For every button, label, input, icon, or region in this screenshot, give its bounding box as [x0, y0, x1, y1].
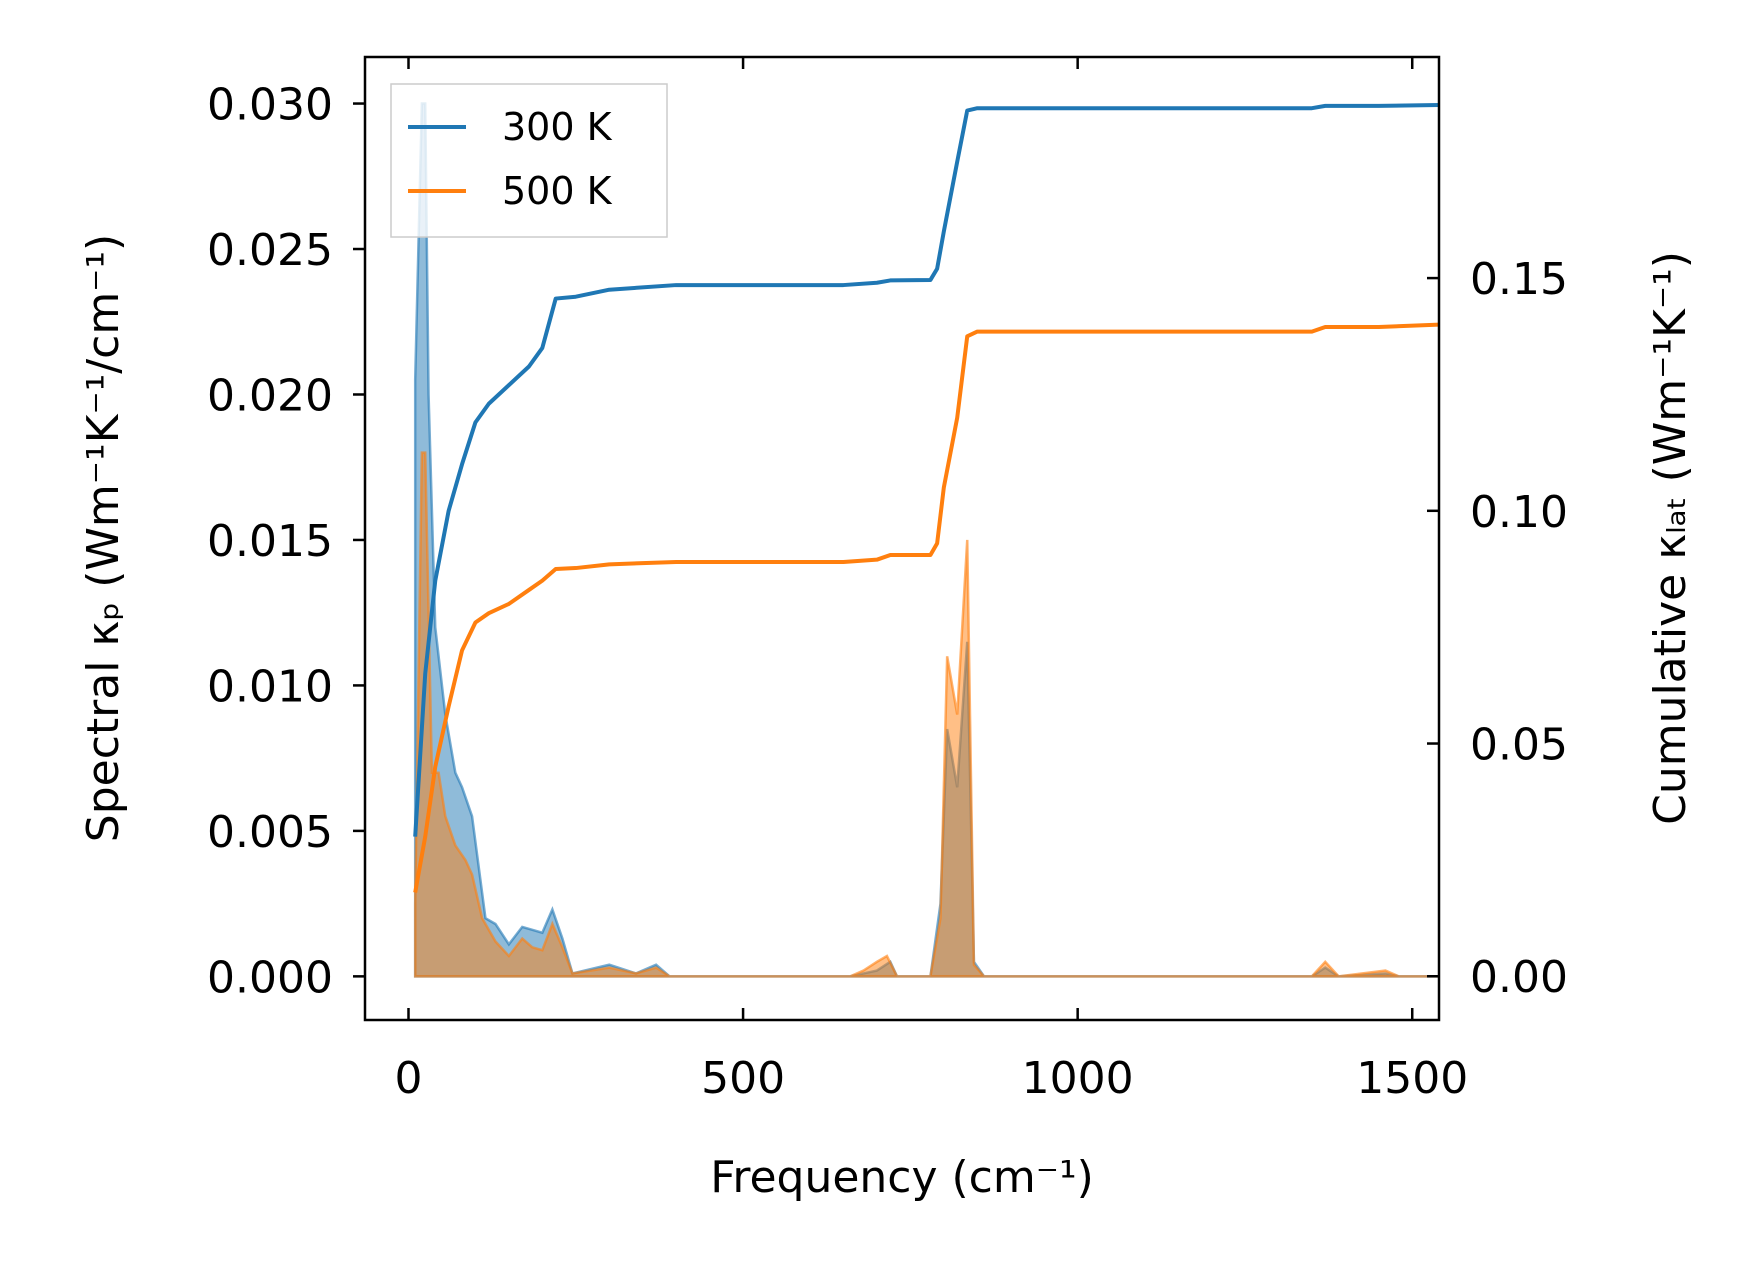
cumulative-lines: [413, 102, 1440, 893]
legend-label-300k: 300 K: [502, 105, 613, 149]
y-tick-label-right: 0.10: [1470, 487, 1568, 538]
y-tick-label-left: 0.020: [207, 370, 333, 421]
y-tick-label-left: 0.010: [207, 661, 333, 712]
spectral-fills: [413, 102, 1439, 978]
y-tick-label-left: 0.030: [207, 80, 333, 131]
axis-ticks: [353, 57, 1439, 1020]
plot-frame: [363, 55, 1441, 1022]
cumulative-line-500k: [413, 322, 1440, 893]
y-tick-label-right: 0.15: [1470, 254, 1568, 305]
y-axis-title-left: Spectral κₚ (Wm⁻¹K⁻¹/cm⁻¹): [78, 234, 129, 842]
tick-labels: 0 500 1000 1500 0.000 0.005 0.010 0.015 0.020 0.0…: [207, 80, 1568, 1104]
cumulative-line-300k: [413, 102, 1440, 837]
y-tick-label-right: 0.05: [1470, 720, 1568, 771]
y-tick-label-left: 0.025: [207, 225, 333, 276]
x-tick-label: 500: [701, 1053, 785, 1104]
legend-frame: [390, 83, 668, 238]
y-tick-label-right: 0.00: [1470, 952, 1568, 1003]
y-tick-label-left: 0.015: [207, 516, 333, 567]
spectral-area-500k: [413, 451, 1439, 978]
x-tick-label: 0: [394, 1053, 422, 1104]
legend-label-500k: 500 K: [502, 169, 613, 213]
x-tick-label: 1000: [1022, 1053, 1134, 1104]
y-tick-label-left: 0.005: [207, 807, 333, 858]
legend: 300 K 500 K: [390, 83, 668, 238]
y-tick-label-left: 0.000: [207, 952, 333, 1003]
x-axis-title: Frequency (cm⁻¹): [710, 1152, 1094, 1203]
y-axis-title-right: Cumulative κₗₐₜ (Wm⁻¹K⁻¹): [1645, 251, 1696, 825]
x-tick-label: 1500: [1356, 1053, 1468, 1104]
